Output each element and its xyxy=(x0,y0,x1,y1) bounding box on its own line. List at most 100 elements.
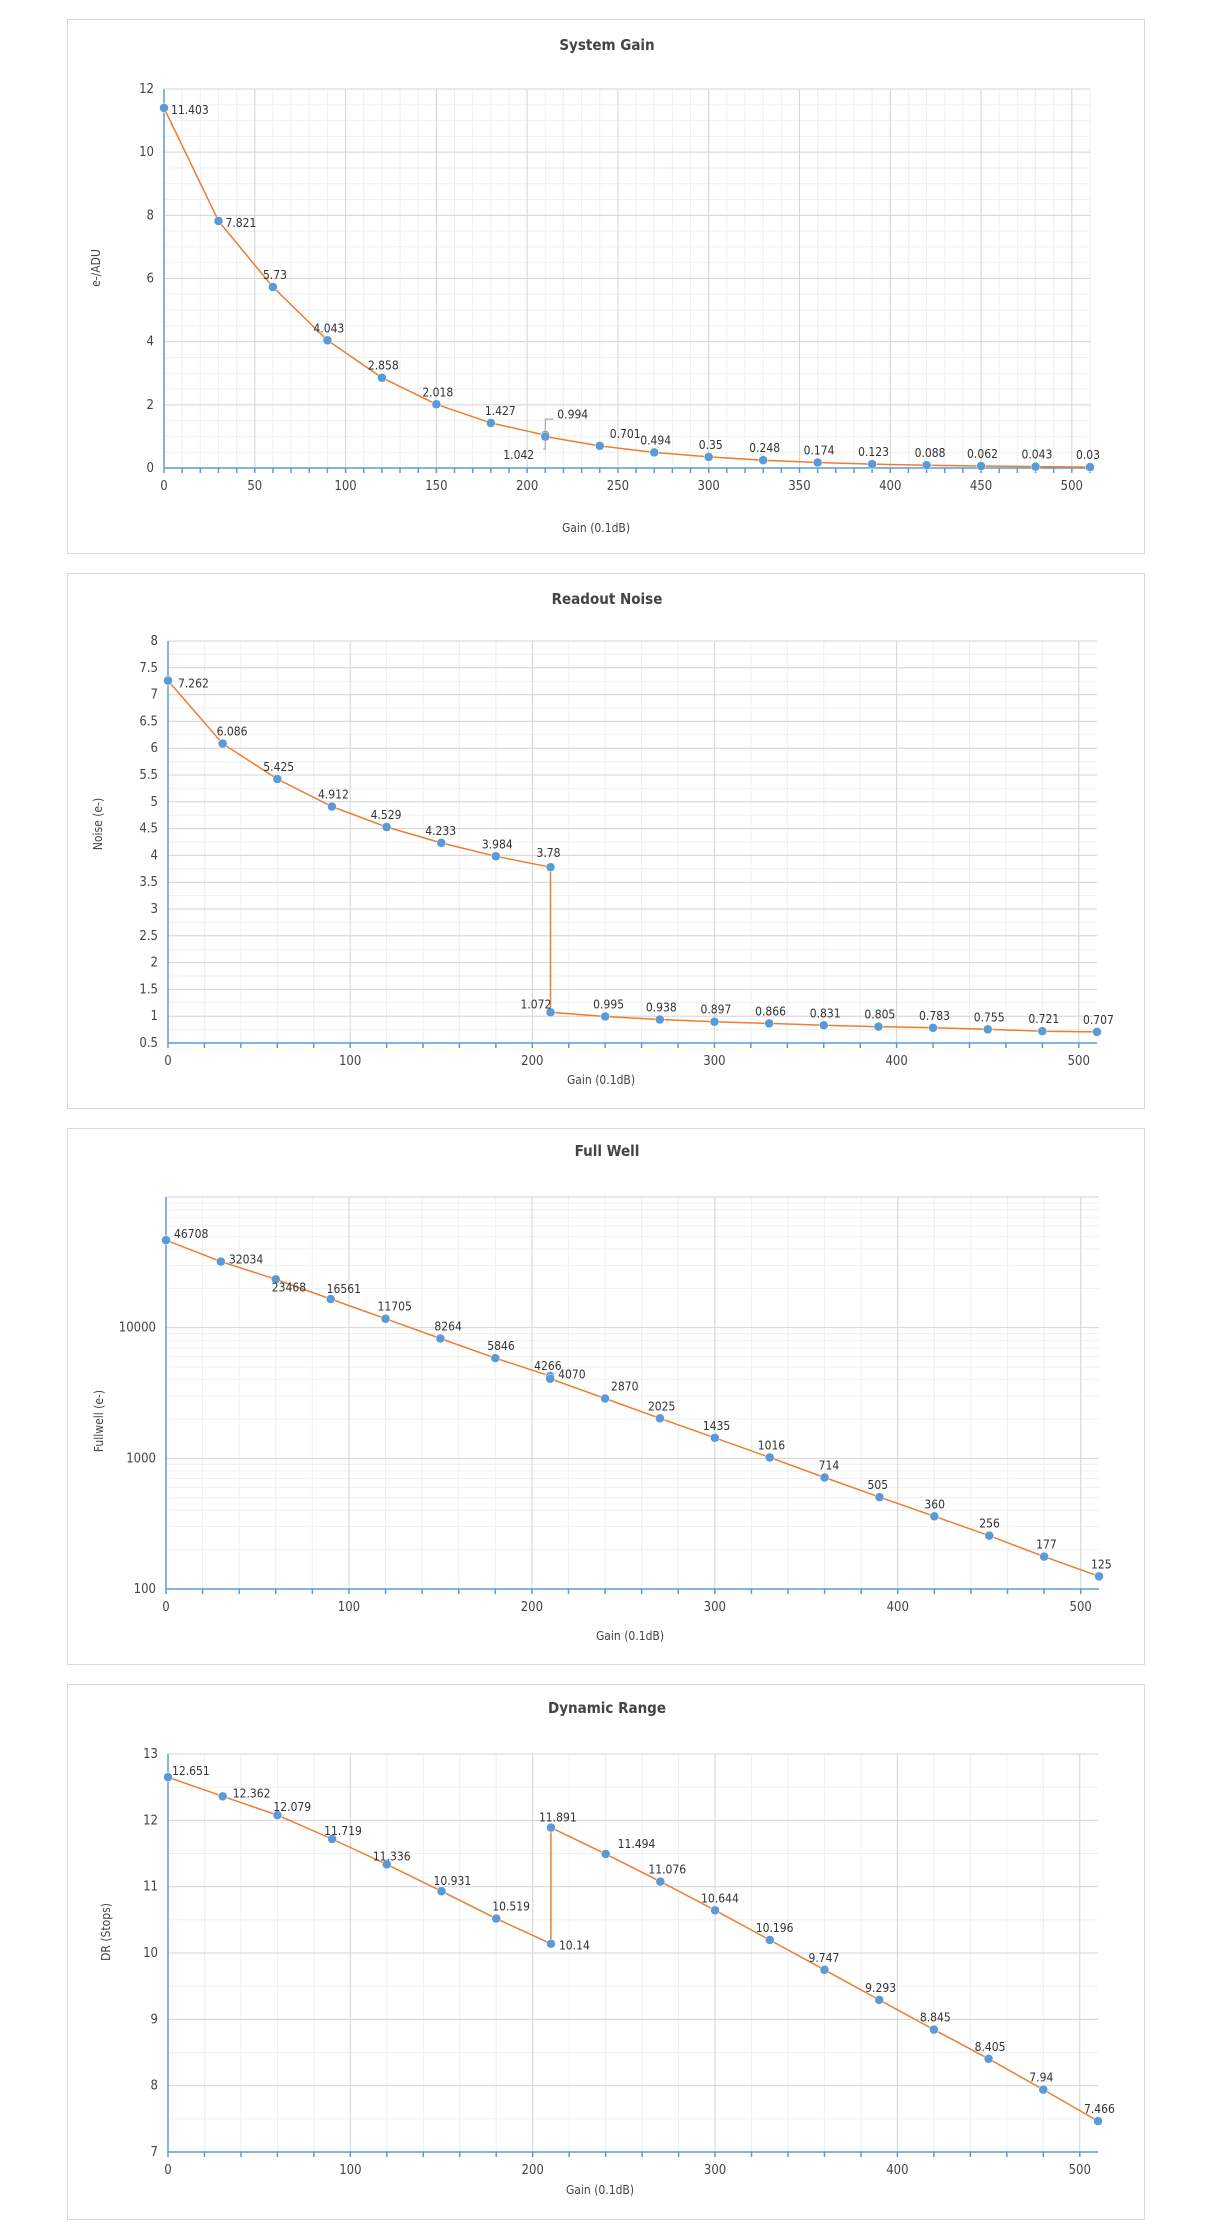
data-point xyxy=(377,372,387,383)
data-point xyxy=(268,282,278,292)
series-line xyxy=(163,107,1091,468)
y-tick-label: 5.5 xyxy=(139,768,158,783)
x-tick-label: 500 xyxy=(1069,2163,1091,2178)
y-tick-label: 10 xyxy=(139,145,154,160)
data-label: 9.293 xyxy=(865,1981,896,1995)
data-point xyxy=(486,418,496,428)
data-point xyxy=(655,1876,666,1887)
chart-title: System Gain xyxy=(559,36,654,54)
x-axis-label: Gain (0.1dB) xyxy=(566,2183,634,2197)
data-label: 0.866 xyxy=(755,1004,786,1018)
data-point xyxy=(271,1274,281,1285)
data-label: 5.73 xyxy=(263,268,287,282)
data-label: 1435 xyxy=(703,1419,730,1433)
data-label: 16561 xyxy=(327,1282,361,1296)
data-point xyxy=(982,1024,993,1035)
y-tick-label: 0 xyxy=(147,461,154,476)
data-point xyxy=(213,216,224,226)
data-label: 11.076 xyxy=(648,1863,686,1877)
x-tick-label: 250 xyxy=(607,479,629,494)
readout-noise-chart: Readout Noise Gain (0.1dB) Noise (e-) 0 1… xyxy=(91,590,1114,1087)
grid xyxy=(167,640,1097,1044)
chart-panel-full-well: Full Well Gain (0.1dB) Fullwell (e-) 0 10… xyxy=(67,1128,1145,1665)
data-label: 0.938 xyxy=(646,1001,677,1015)
data-point xyxy=(491,851,501,862)
data-label: 0.831 xyxy=(810,1006,841,1020)
data-label: 1.427 xyxy=(485,404,516,418)
data-point xyxy=(322,335,333,346)
data-label: 177 xyxy=(1036,1538,1057,1552)
data-point xyxy=(163,675,173,686)
chart-title: Full Well xyxy=(575,1142,640,1160)
chart-title: Dynamic Range xyxy=(548,1699,666,1717)
data-label: 4.233 xyxy=(425,824,456,838)
data-point xyxy=(491,1913,501,1924)
data-point xyxy=(217,1791,228,1802)
data-label: 7.94 xyxy=(1029,2071,1053,2085)
data-label: 5.425 xyxy=(263,760,294,774)
x-tick-label: 300 xyxy=(704,1600,726,1615)
y-tick-label: 10000 xyxy=(119,1321,156,1336)
data-point xyxy=(545,1373,555,1384)
y-tick-label: 4 xyxy=(151,848,158,863)
data-point xyxy=(435,1333,446,1344)
y-tick-label: 8 xyxy=(151,634,158,649)
x-axis-label: Gain (0.1dB) xyxy=(596,1629,664,1643)
data-point xyxy=(436,838,446,848)
data-point xyxy=(381,822,392,832)
y-tick-label: 5 xyxy=(151,795,158,810)
x-tick-label: 300 xyxy=(704,2163,726,2178)
data-label: 2.018 xyxy=(422,385,453,399)
data-label: 0.043 xyxy=(1022,448,1053,462)
y-tick-label: 11 xyxy=(143,1880,158,1895)
data-label: 8.405 xyxy=(975,2040,1006,2054)
data-point xyxy=(758,455,768,465)
chart-panel-system-gain: System Gain Gain (0.1dB) e-/ADU 0 50 100 15… xyxy=(67,19,1145,554)
data-label: 0.701 xyxy=(610,427,641,441)
data-point xyxy=(545,1007,556,1018)
series-line xyxy=(167,680,1098,1033)
data-label: 4266 xyxy=(534,1359,562,1373)
x-tick-label: 0 xyxy=(160,479,167,494)
data-label: 4.912 xyxy=(318,788,349,802)
data-point xyxy=(649,447,659,458)
data-point xyxy=(1030,461,1041,472)
data-label: 0.174 xyxy=(804,444,835,458)
data-label: 0.35 xyxy=(699,438,723,452)
data-point xyxy=(1039,1551,1049,1562)
x-tick-label: 200 xyxy=(521,1600,543,1615)
data-point xyxy=(600,1849,611,1859)
data-point xyxy=(983,2054,994,2064)
y-tick-label: 10 xyxy=(143,1946,158,1961)
data-point xyxy=(436,1886,447,1896)
data-label: 10.196 xyxy=(756,1921,794,1935)
y-tick-label: 7 xyxy=(151,2145,158,2160)
data-label: 0.897 xyxy=(700,1003,731,1017)
data-point xyxy=(929,1511,940,1522)
x-tick-label: 500 xyxy=(1070,1600,1092,1615)
data-label: 714 xyxy=(819,1458,840,1472)
chart-panel-readout-noise: Readout Noise Gain (0.1dB) Noise (e-) 0 1… xyxy=(67,573,1145,1109)
x-tick-label: 100 xyxy=(338,1600,360,1615)
data-point xyxy=(1094,1571,1104,1582)
y-tick-label: 2 xyxy=(151,956,158,971)
x-tick-label: 500 xyxy=(1068,1054,1090,1069)
y-tick-label: 1.5 xyxy=(139,982,158,997)
y-tick-label: 9 xyxy=(151,2012,158,2027)
data-point xyxy=(710,1433,720,1443)
data-label: 8.845 xyxy=(920,2011,951,2025)
data-point xyxy=(380,1313,391,1324)
y-tick-label: 1000 xyxy=(126,1451,156,1466)
y-tick-label: 12 xyxy=(143,1813,158,1828)
chart-panel-dynamic-range: Dynamic Range Gain (0.1dB) DR (Stops) 0 1… xyxy=(67,1684,1145,2220)
data-point xyxy=(764,1018,774,1029)
data-label: 0.248 xyxy=(749,441,780,455)
y-tick-label: 1 xyxy=(151,1009,158,1024)
data-point xyxy=(1092,1027,1102,1037)
data-point xyxy=(327,1834,337,1844)
data-label: 9.747 xyxy=(808,1951,839,1965)
dynamic-range-chart: Dynamic Range Gain (0.1dB) DR (Stops) 0 1… xyxy=(99,1699,1115,2197)
data-label: 5846 xyxy=(487,1339,515,1353)
y-tick-label: 0.5 xyxy=(139,1036,158,1051)
y-tick-label: 7 xyxy=(151,688,158,703)
